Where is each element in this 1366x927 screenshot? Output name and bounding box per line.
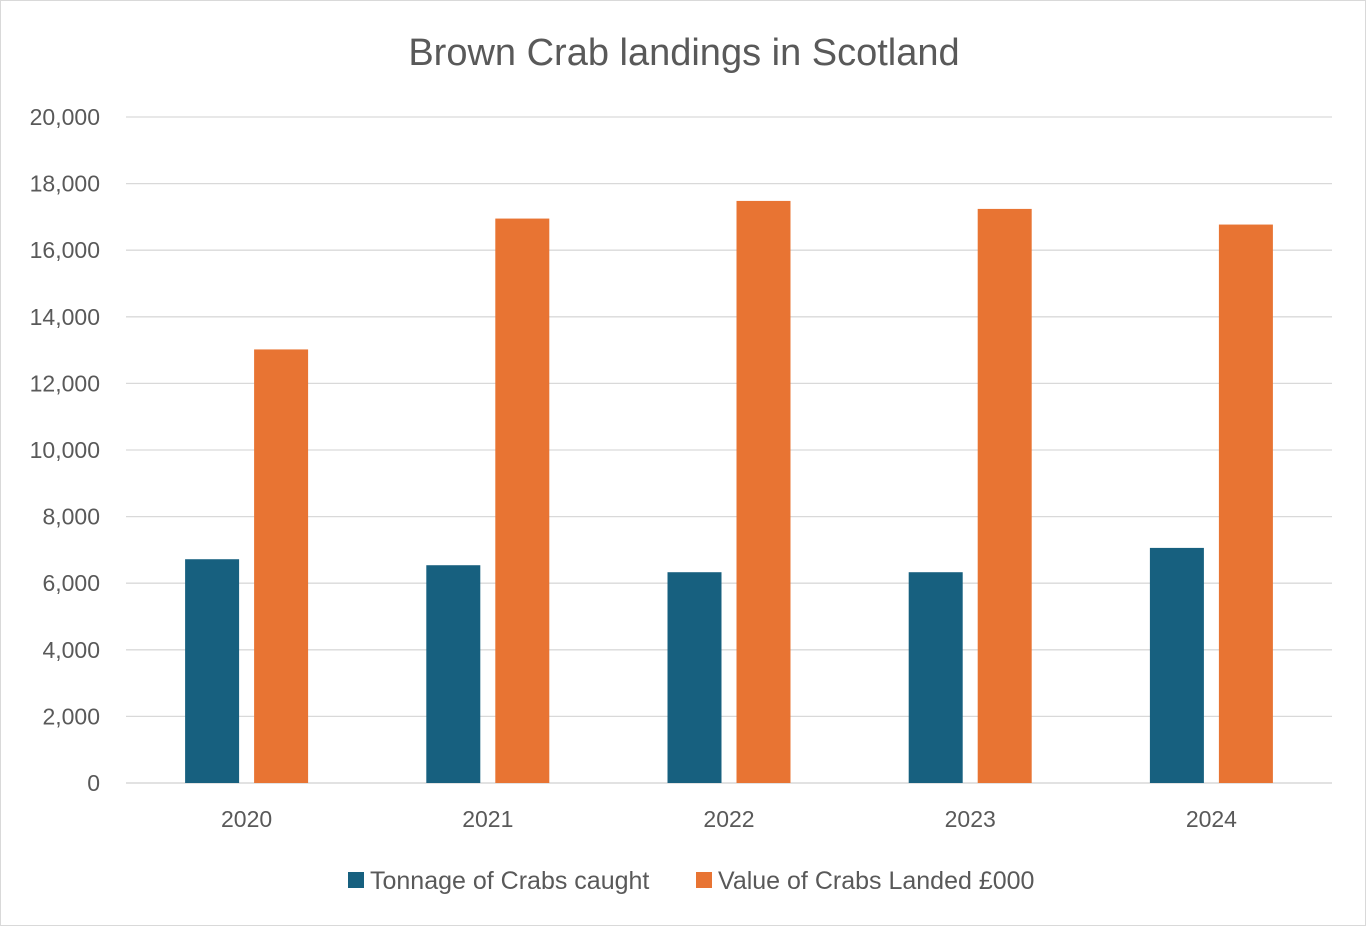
y-tick-label: 12,000 bbox=[30, 370, 100, 396]
x-tick-label: 2022 bbox=[703, 806, 754, 832]
bar-value-2020 bbox=[254, 349, 309, 783]
y-tick-label: 6,000 bbox=[42, 570, 100, 596]
y-tick-label: 10,000 bbox=[30, 437, 100, 463]
y-tick-label: 14,000 bbox=[30, 304, 100, 330]
y-axis-ticks: 0 2,000 4,000 6,000 8,000 10,000 12,000 14,000 1… bbox=[30, 104, 100, 796]
legend-label: Tonnage of Crabs caught bbox=[370, 867, 649, 895]
x-tick-label: 2020 bbox=[221, 806, 272, 832]
x-tick-label: 2023 bbox=[945, 806, 996, 832]
y-tick-label: 2,000 bbox=[42, 703, 100, 729]
x-axis-ticks: 2020 2021 2022 2023 2024 bbox=[221, 806, 1237, 832]
legend-label: Value of Crabs Landed £000 bbox=[718, 867, 1034, 895]
gridlines bbox=[126, 116, 1332, 784]
legend-swatch bbox=[348, 872, 364, 888]
y-tick-label: 16,000 bbox=[30, 237, 100, 263]
bars bbox=[185, 200, 1273, 783]
y-tick-label: 18,000 bbox=[30, 171, 100, 197]
y-tick-label: 20,000 bbox=[30, 104, 100, 130]
chart-title: Brown Crab landings in Scotland bbox=[408, 32, 959, 74]
y-tick-label: 8,000 bbox=[42, 504, 100, 530]
bar-tonnage-2024 bbox=[1149, 547, 1204, 783]
bar-tonnage-2023 bbox=[908, 572, 963, 783]
bar-tonnage-2022 bbox=[667, 572, 722, 783]
x-tick-label: 2021 bbox=[462, 806, 513, 832]
bar-tonnage-2021 bbox=[426, 565, 481, 783]
bar-value-2021 bbox=[495, 218, 550, 783]
bar-value-2022 bbox=[736, 200, 791, 783]
y-tick-label: 4,000 bbox=[42, 637, 100, 663]
y-tick-label: 0 bbox=[87, 770, 100, 796]
legend-swatch bbox=[696, 872, 712, 888]
bar-tonnage-2020 bbox=[185, 559, 240, 783]
bar-value-2024 bbox=[1218, 224, 1273, 783]
x-tick-label: 2024 bbox=[1186, 806, 1237, 832]
bar-value-2023 bbox=[977, 208, 1032, 783]
legend: Tonnage of Crabs caught Value of Crabs La… bbox=[348, 867, 1034, 895]
